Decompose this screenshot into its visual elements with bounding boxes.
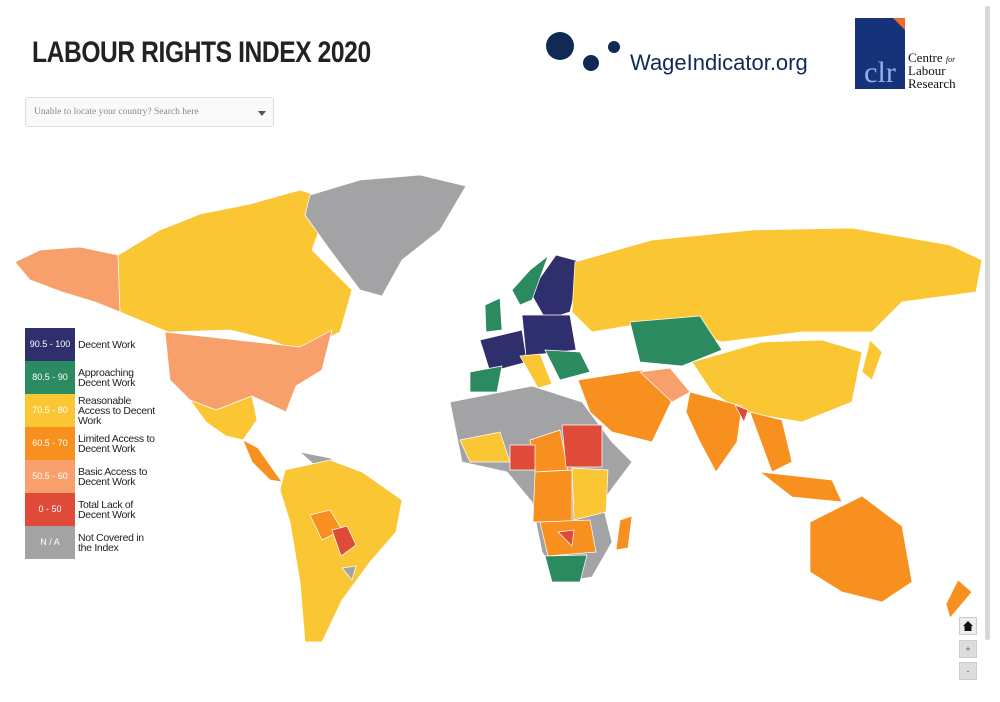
legend-swatch: 60.5 - 70 [25, 427, 75, 460]
legend-label: Decent Work [78, 338, 136, 351]
logo-dot [583, 55, 599, 71]
zoom-out-button[interactable]: - [959, 662, 977, 680]
logo-dot [546, 32, 574, 60]
country-region[interactable] [479, 329, 528, 373]
legend-item: 0 - 50 Total Lack of Decent Work [25, 493, 225, 526]
clr-box [855, 18, 905, 89]
country-region[interactable] [691, 339, 863, 423]
legend-label: Total Lack of Decent Work [78, 498, 136, 521]
legend-label: Basic Access to Decent Work [78, 465, 148, 488]
country-region[interactable] [571, 467, 609, 521]
home-button[interactable] [959, 617, 977, 635]
country-region[interactable] [734, 404, 749, 423]
legend-item: 50.5 - 60 Basic Access to Decent Work [25, 460, 225, 493]
legend-label: Not Covered in the Index [78, 531, 144, 554]
clr-text: Research [908, 76, 956, 91]
legend-item: 70.5 - 80 Reasonable Access to Decent Wor… [25, 394, 225, 427]
legend-label: Limited Access to Decent Work [78, 432, 155, 455]
country-region[interactable] [749, 411, 793, 473]
country-region[interactable] [331, 525, 357, 557]
clr-text: Centre for [908, 50, 956, 65]
country-region[interactable] [561, 424, 603, 468]
world-map [14, 174, 983, 643]
country-region[interactable] [164, 329, 333, 413]
country-region[interactable] [532, 469, 573, 523]
country-region[interactable] [571, 227, 983, 343]
country-region[interactable] [861, 339, 883, 381]
search-box[interactable]: Unable to locate your country? Search he… [25, 97, 274, 127]
legend-swatch: 90.5 - 100 [25, 328, 75, 361]
country-region[interactable] [511, 254, 549, 306]
country-region[interactable] [544, 349, 591, 381]
country-region[interactable] [544, 554, 588, 583]
legend-item: 60.5 - 70 Limited Access to Decent Work [25, 427, 225, 460]
country-region[interactable] [758, 471, 843, 503]
country-region[interactable] [945, 579, 973, 619]
legend-swatch: 0 - 50 [25, 493, 75, 526]
clr-corner [893, 18, 905, 30]
country-region[interactable] [509, 444, 536, 471]
country-region[interactable] [469, 365, 503, 393]
country-region[interactable] [189, 395, 258, 441]
zoom-in-button[interactable]: + [959, 640, 977, 658]
clr-line: for [946, 55, 956, 64]
dropdown-arrow [258, 111, 266, 116]
country-region[interactable] [519, 353, 553, 389]
country-region[interactable] [304, 174, 467, 297]
legend-item: 80.5 - 90 Approaching Decent Work [25, 361, 225, 394]
wage-logo: WageIndicator.org [546, 32, 808, 75]
legend-item: N / A Not Covered in the Index [25, 526, 225, 559]
legend-label: Approaching Decent Work [78, 366, 136, 389]
country-region[interactable] [615, 515, 633, 551]
clr-line: Centre [908, 50, 943, 65]
legend-label: Reasonable Access to Decent Work [78, 394, 155, 427]
wage-logo-text: WageIndicator.org [630, 50, 808, 75]
clr-text: Labour [908, 63, 946, 78]
country-region[interactable] [577, 369, 673, 443]
page-title: LABOUR RIGHTS INDEX 2020 [32, 36, 371, 69]
country-region[interactable] [242, 439, 283, 483]
country-region[interactable] [685, 391, 743, 473]
clr-logo: clr Centre for Labour Research [855, 18, 956, 91]
country-region[interactable] [484, 297, 503, 333]
legend-swatch: 70.5 - 80 [25, 394, 75, 427]
search-placeholder: Unable to locate your country? Search he… [34, 107, 199, 117]
legend-item: 90.5 - 100 Decent Work [25, 328, 225, 361]
legend-swatch: 80.5 - 90 [25, 361, 75, 394]
country-region[interactable] [117, 189, 353, 353]
country-region[interactable] [809, 495, 913, 603]
home-icon [963, 621, 973, 631]
country-region[interactable] [557, 529, 575, 547]
country-region[interactable] [14, 246, 121, 313]
country-region[interactable] [521, 314, 577, 357]
clr-mark: clr [864, 56, 896, 89]
country-region[interactable] [629, 315, 723, 367]
scrollbar[interactable] [985, 6, 990, 640]
legend-swatch: 50.5 - 60 [25, 460, 75, 493]
legend-swatch: N / A [25, 526, 75, 559]
country-region[interactable] [341, 565, 357, 581]
logo-dot [608, 41, 620, 53]
